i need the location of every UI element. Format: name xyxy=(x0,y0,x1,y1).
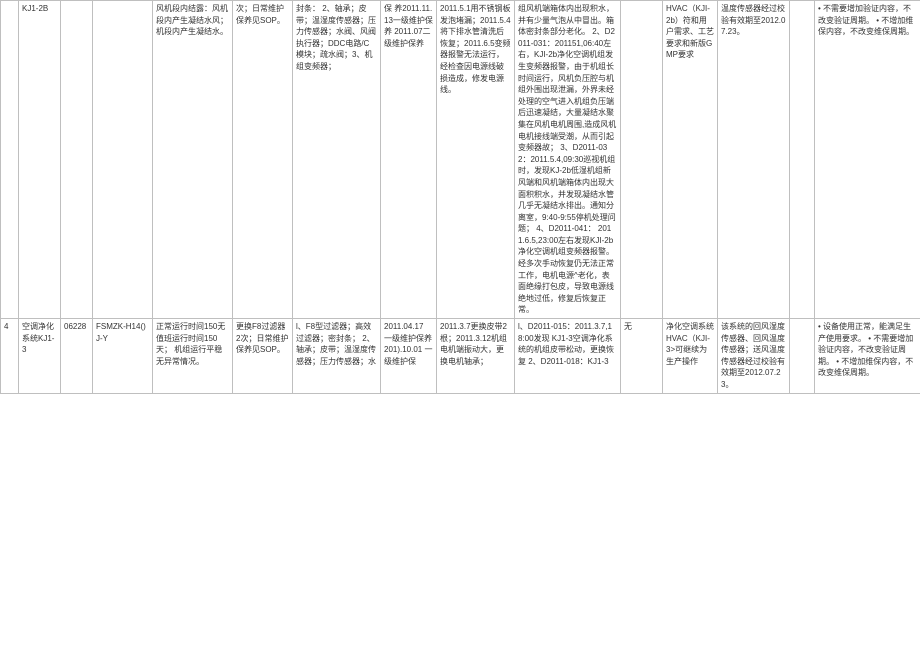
cell xyxy=(1,1,19,319)
cell xyxy=(621,1,663,319)
cell: 2011.3.7更换皮带2根；2011.3.12机组电机端振动大，更换电机轴承； xyxy=(437,319,515,394)
data-table: KJ1-2B 风机段内结露：风机段内产生凝结水风；机段内产生凝结水。 次；日常维… xyxy=(0,0,920,394)
cell: 更换F8过滤器2次；日常维护保养见SOP。 xyxy=(233,319,293,394)
cell xyxy=(790,1,815,319)
cell: FSMZK-H14()J-Y xyxy=(93,319,153,394)
cell: 封条： 2、轴承；皮带；温湿度传感器；压力传感器；水阀、风阀执行器；DDC电路/… xyxy=(293,1,381,319)
cell xyxy=(93,1,153,319)
cell xyxy=(790,319,815,394)
cell: 保 养2011.11.13一级维护保养 2011.07二级维护保养 xyxy=(381,1,437,319)
cell: 组风机端箱体内出现积水，并有少量气泡从中冒出。箱体密封条部分老化。 2、D201… xyxy=(515,1,621,319)
cell: 该系统的回风湿度传感器、回风温度传感器；送风温度传感器经过校验有效期至2012.… xyxy=(718,319,790,394)
cell: • 设备使用正常，能满足生产使用要求。 • 不需要增加验证内容，不改变验证周期。… xyxy=(815,319,920,394)
cell: 正常运行时间150无 值班运行时间150天； 机组运行平稳无异常情况。 xyxy=(153,319,233,394)
cell: 净化空调系统HVAC（KJI-3>可继续为生产操作 xyxy=(663,319,718,394)
cell: l、F8型过滤器；高效过滤器；密封条； 2、轴承；皮带；温湿度传感器；压力传感器… xyxy=(293,319,381,394)
cell: 2011.04.17 一级维护保养 201).10.01 一级维护保 xyxy=(381,319,437,394)
table-row: 4 空调净化系统KJ1-3 06228 FSMZK-H14()J-Y 正常运行时… xyxy=(1,319,920,394)
cell: 风机段内结露：风机段内产生凝结水风；机段内产生凝结水。 xyxy=(153,1,233,319)
cell: • 不需要增加验证内容，不改变验证周期。 • 不增加维保内容，不改变维保周期。 xyxy=(815,1,920,319)
cell xyxy=(61,1,93,319)
cell: 06228 xyxy=(61,319,93,394)
cell: 4 xyxy=(1,319,19,394)
cell: 温度传感器经过校验有效期至2012.07.23。 xyxy=(718,1,790,319)
cell: KJ1-2B xyxy=(19,1,61,319)
cell: 空调净化系统KJ1-3 xyxy=(19,319,61,394)
page-container: KJ1-2B 风机段内结露：风机段内产生凝结水风；机段内产生凝结水。 次；日常维… xyxy=(0,0,920,394)
cell: HVAC（KJI-2b）符和用户需求、工艺要求和新版GMP要求 xyxy=(663,1,718,319)
cell: l、D2011-015：2011.3.7,18:00发现 KJ1-3空调净化系统… xyxy=(515,319,621,394)
cell: 无 xyxy=(621,319,663,394)
cell: 2011.5.1用不锈钢板发泡堵漏；2011.5.4将下排水管清洗后恢复；201… xyxy=(437,1,515,319)
cell: 次；日常维护保养见SOP。 xyxy=(233,1,293,319)
table-row: KJ1-2B 风机段内结露：风机段内产生凝结水风；机段内产生凝结水。 次；日常维… xyxy=(1,1,920,319)
